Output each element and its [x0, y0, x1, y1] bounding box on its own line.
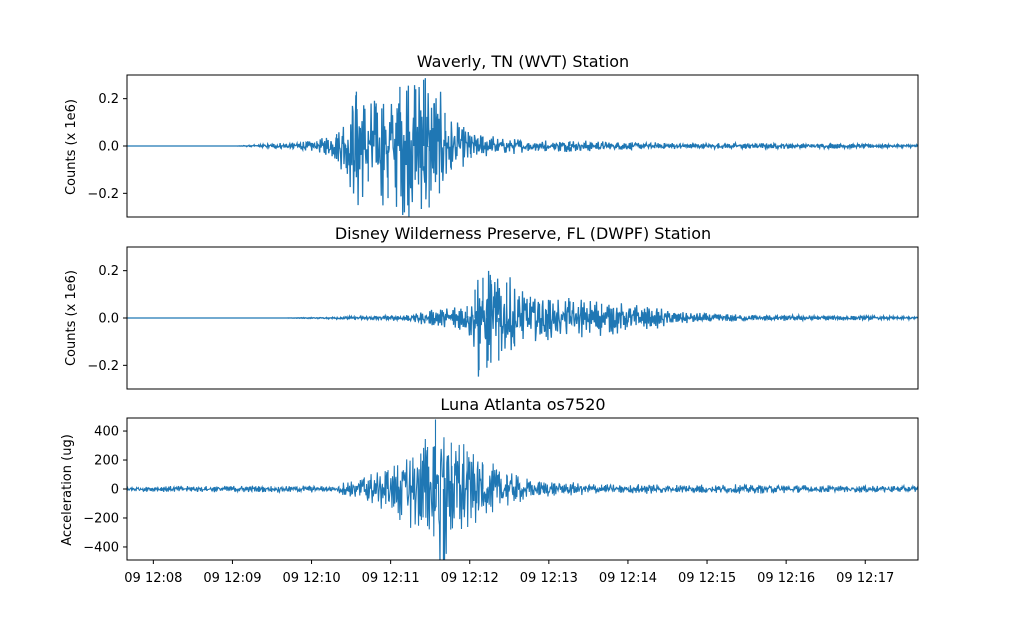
- chart-title-wvt: Waverly, TN (WVT) Station: [417, 52, 629, 71]
- y-tick-label-2-2: 0: [111, 483, 119, 498]
- x-tick-label-5: 09 12:13: [520, 571, 578, 586]
- y-tick-label-1-1: 0.0: [98, 312, 119, 327]
- series-line-0: [127, 78, 918, 217]
- y-tick-label-2-3: 200: [94, 454, 119, 469]
- chart-panel-wvt: Waverly, TN (WVT) Station Counts (x 1e6)…: [64, 52, 919, 218]
- series-line-1: [127, 270, 918, 377]
- chart-title-dwpf: Disney Wilderness Preserve, FL (DWPF) St…: [335, 224, 711, 243]
- chart-title-luna: Luna Atlanta os7520: [440, 395, 605, 414]
- y-tick-label-1-2: 0.2: [98, 264, 119, 279]
- x-tick-label-8: 09 12:16: [757, 571, 815, 586]
- y-tick-label-1-0: −0.2: [87, 359, 119, 374]
- y-tick-label-2-1: −200: [83, 511, 119, 526]
- x-tick-label-6: 09 12:14: [599, 571, 657, 586]
- y-axis-label-luna: Acceleration (ug): [60, 434, 75, 546]
- y-tick-label-2-4: 400: [94, 425, 119, 440]
- x-tick-label-9: 09 12:17: [836, 571, 894, 586]
- chart-panel-luna: Luna Atlanta os7520 Acceleration (ug) −4…: [60, 395, 919, 586]
- y-tick-label-0-0: −0.2: [87, 187, 119, 202]
- y-tick-label-0-1: 0.0: [98, 140, 119, 155]
- x-tick-label-7: 09 12:15: [678, 571, 736, 586]
- series-line-2: [127, 419, 918, 560]
- chart-panel-dwpf: Disney Wilderness Preserve, FL (DWPF) St…: [64, 224, 919, 390]
- x-tick-label-1: 09 12:09: [203, 571, 261, 586]
- y-axis-label-dwpf: Counts (x 1e6): [64, 270, 79, 366]
- x-tick-label-4: 09 12:12: [441, 571, 499, 586]
- x-tick-label-2: 09 12:10: [282, 571, 340, 586]
- x-tick-label-0: 09 12:08: [124, 571, 182, 586]
- x-tick-label-3: 09 12:11: [362, 571, 420, 586]
- y-axis-label-wvt: Counts (x 1e6): [64, 99, 79, 195]
- y-tick-label-0-2: 0.2: [98, 92, 119, 107]
- y-tick-label-2-0: −400: [83, 540, 119, 555]
